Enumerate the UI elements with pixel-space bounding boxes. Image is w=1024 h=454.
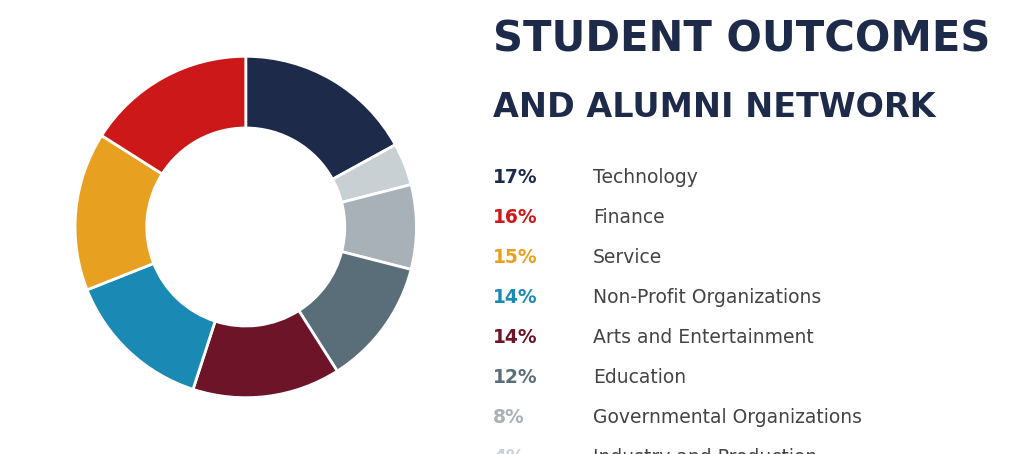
Text: Non-Profit Organizations: Non-Profit Organizations [593, 288, 821, 307]
Text: 15%: 15% [494, 248, 538, 267]
Text: 17%: 17% [494, 168, 538, 187]
Text: 14%: 14% [494, 288, 538, 307]
Wedge shape [333, 145, 411, 202]
Text: Technology: Technology [593, 168, 697, 187]
Wedge shape [87, 263, 215, 390]
Text: Education: Education [593, 368, 686, 387]
Wedge shape [101, 56, 246, 174]
Text: Finance: Finance [593, 208, 665, 227]
Text: Service: Service [593, 248, 662, 267]
Text: 16%: 16% [494, 208, 538, 227]
Wedge shape [75, 136, 162, 290]
Wedge shape [246, 56, 395, 179]
Text: 4%: 4% [494, 448, 525, 454]
Wedge shape [193, 311, 337, 398]
Text: 12%: 12% [494, 368, 538, 387]
Text: STUDENT OUTCOMES: STUDENT OUTCOMES [494, 18, 990, 60]
Text: 14%: 14% [494, 328, 538, 347]
Text: Industry and Production: Industry and Production [593, 448, 817, 454]
Text: 8%: 8% [494, 408, 525, 427]
Wedge shape [342, 184, 417, 270]
Text: Governmental Organizations: Governmental Organizations [593, 408, 861, 427]
Text: Arts and Entertainment: Arts and Entertainment [593, 328, 813, 347]
Wedge shape [299, 252, 411, 371]
Text: AND ALUMNI NETWORK: AND ALUMNI NETWORK [494, 91, 936, 124]
